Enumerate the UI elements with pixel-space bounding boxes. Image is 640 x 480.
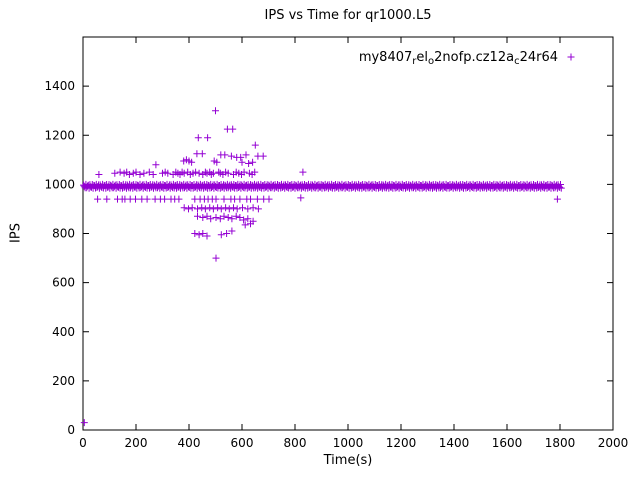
x-tick-label: 1600 xyxy=(492,436,523,450)
x-axis-label: Time(s) xyxy=(323,453,373,468)
y-tick-label: 600 xyxy=(52,276,75,290)
y-tick-label: 200 xyxy=(52,374,75,388)
y-tick-label: 1200 xyxy=(44,128,75,142)
x-tick-label: 1800 xyxy=(545,436,576,450)
x-tick-label: 1400 xyxy=(439,436,470,450)
x-tick-label: 1200 xyxy=(386,436,417,450)
y-tick-label: 400 xyxy=(52,325,75,339)
y-tick-label: 1400 xyxy=(44,79,75,93)
x-tick-label: 200 xyxy=(125,436,148,450)
y-tick-label: 1000 xyxy=(44,177,75,191)
y-tick-label: 800 xyxy=(52,227,75,241)
scatter-points xyxy=(80,53,575,427)
x-tick-label: 2000 xyxy=(598,436,629,450)
chart-title: IPS vs Time for qr1000.L5 xyxy=(264,8,432,23)
x-tick-label: 400 xyxy=(178,436,201,450)
plot-border xyxy=(82,36,614,431)
x-tick-label: 800 xyxy=(284,436,307,450)
x-tick-label: 0 xyxy=(79,436,87,450)
legend-label: my8407relo2nofp.cz12ac24r64 xyxy=(359,50,558,67)
x-tick-label: 1000 xyxy=(333,436,364,450)
y-tick-label: 0 xyxy=(67,423,75,437)
y-axis-label: IPS xyxy=(8,223,24,243)
x-tick-label: 600 xyxy=(231,436,254,450)
